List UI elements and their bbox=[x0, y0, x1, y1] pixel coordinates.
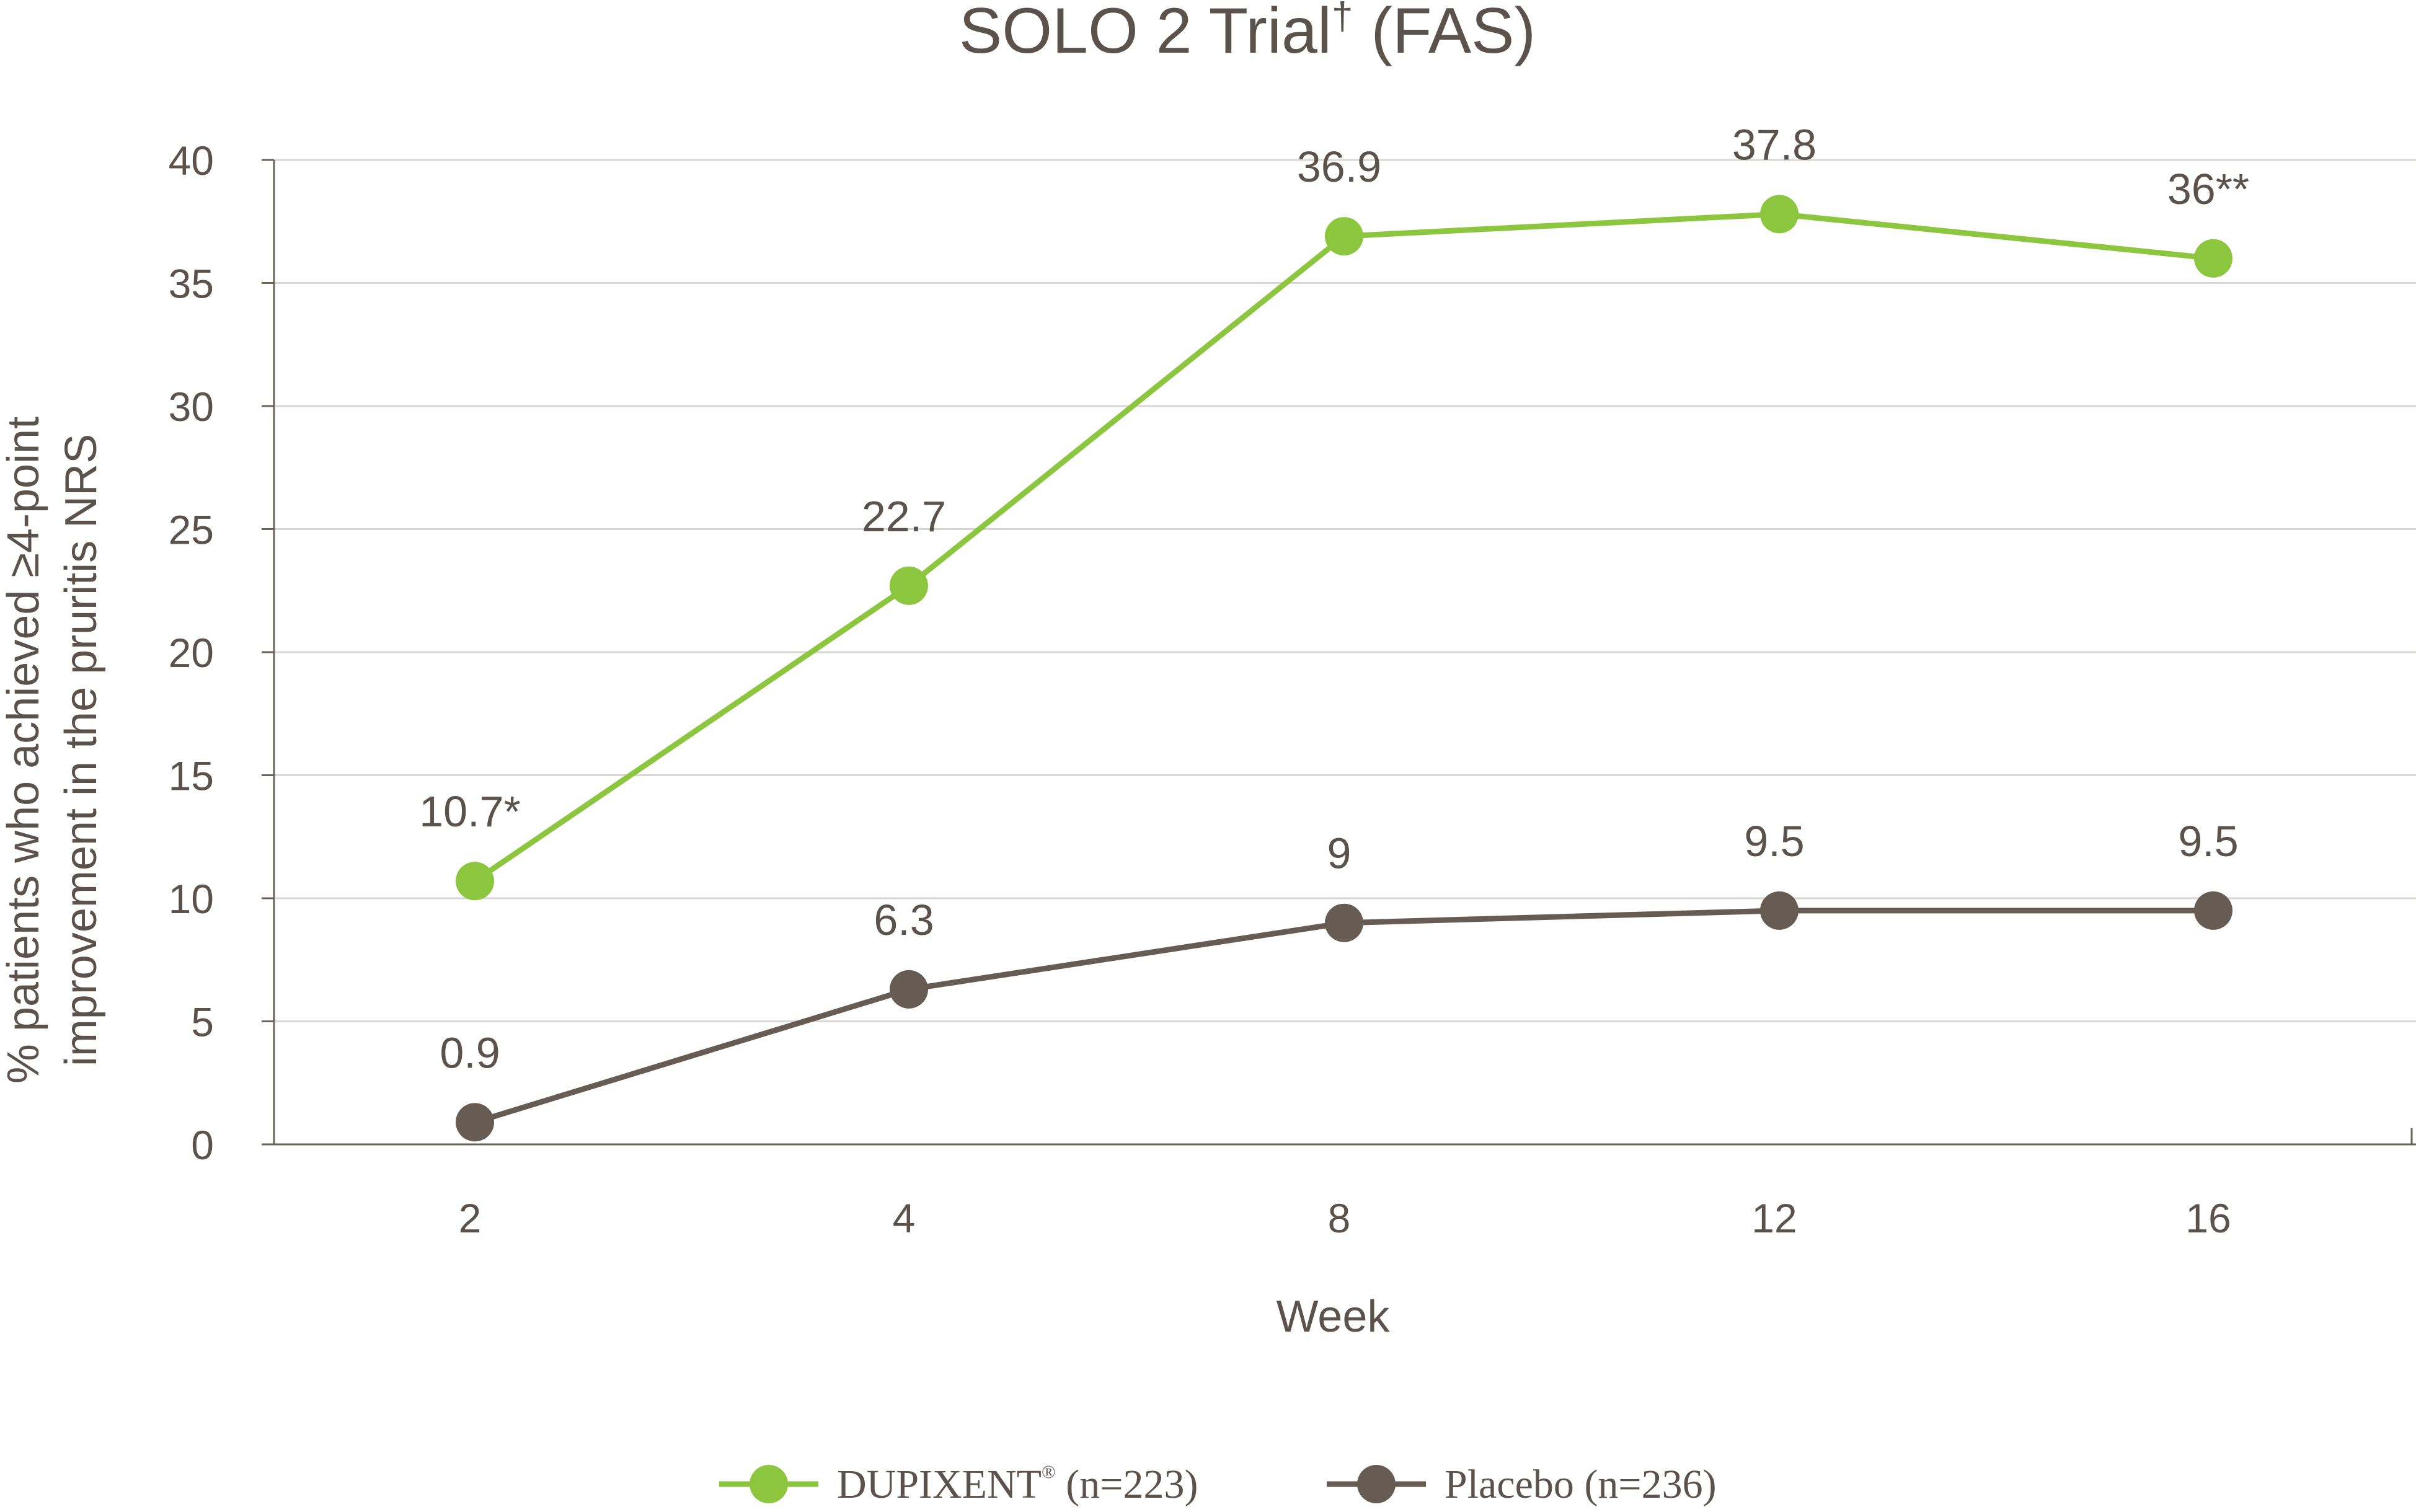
y-axis-title-line2: improvement in the pruritis NRS bbox=[56, 434, 106, 1066]
data-point-dupixent[interactable] bbox=[1760, 195, 1799, 234]
x-tick-label: 4 bbox=[893, 1195, 916, 1241]
series-line-placebo bbox=[474, 908, 2213, 1125]
data-point-placebo[interactable] bbox=[2194, 891, 2232, 930]
y-axis-title-line1: % patients who achieved ≥4-point bbox=[0, 417, 48, 1084]
legend-marker-placebo bbox=[1357, 1465, 1396, 1503]
y-axis-ticks: 0 5 10 15 20 25 30 35 40 bbox=[169, 138, 274, 1168]
y-tick-label: 30 bbox=[169, 384, 214, 430]
data-label-dupixent: 22.7 bbox=[862, 492, 946, 541]
y-tick-label: 20 bbox=[169, 630, 214, 676]
legend: DUPIXENT® (n=223) Placebo (n=236) bbox=[719, 1462, 1717, 1507]
chart-title-dagger: † bbox=[1332, 0, 1353, 38]
grid bbox=[274, 159, 2416, 1022]
series-line-dupixent bbox=[473, 211, 2214, 883]
data-point-dupixent[interactable] bbox=[2194, 239, 2232, 278]
legend-item-placebo[interactable]: Placebo (n=236) bbox=[1327, 1462, 1717, 1507]
data-label-placebo: 9.5 bbox=[1744, 817, 1804, 865]
data-point-dupixent[interactable] bbox=[456, 862, 494, 901]
y-tick-label: 25 bbox=[169, 507, 214, 553]
data-label-placebo: 9 bbox=[1327, 829, 1352, 878]
x-tick-label: 12 bbox=[1751, 1195, 1797, 1241]
legend-marker-dupixent bbox=[750, 1465, 788, 1503]
y-tick-label: 15 bbox=[169, 753, 214, 799]
data-label-dupixent: 37.8 bbox=[1732, 120, 1816, 169]
data-point-dupixent[interactable] bbox=[890, 566, 928, 605]
data-point-placebo[interactable] bbox=[890, 970, 928, 1009]
data-point-dupixent[interactable] bbox=[1325, 217, 1363, 256]
data-label-dupixent: 36.9 bbox=[1297, 143, 1381, 191]
data-point-placebo[interactable] bbox=[456, 1103, 494, 1142]
series bbox=[456, 195, 2232, 1142]
data-point-placebo[interactable] bbox=[1325, 903, 1363, 942]
data-label-placebo: 9.5 bbox=[2178, 817, 2238, 865]
legend-label-placebo: Placebo (n=236) bbox=[1445, 1462, 1717, 1507]
x-tick-label: 8 bbox=[1328, 1195, 1351, 1241]
data-label-dupixent: 36** bbox=[2167, 165, 2249, 213]
y-tick-label: 10 bbox=[169, 876, 214, 922]
data-label-placebo: 0.9 bbox=[440, 1028, 500, 1077]
data-label-placebo: 6.3 bbox=[874, 896, 934, 944]
legend-item-dupixent[interactable]: DUPIXENT® (n=223) bbox=[719, 1462, 1198, 1507]
x-axis-title: Week bbox=[1277, 1292, 1391, 1342]
y-tick-label: 0 bbox=[191, 1122, 214, 1168]
data-label-dupixent: 10.7* bbox=[419, 787, 520, 836]
x-axis-ticks: 2 4 8 12 16 bbox=[459, 1195, 2231, 1241]
chart-title: SOLO 2 Trial† (FAS) bbox=[959, 0, 1536, 67]
y-tick-label: 35 bbox=[169, 261, 214, 307]
x-tick-label: 2 bbox=[459, 1195, 482, 1241]
y-tick-label: 5 bbox=[191, 999, 214, 1045]
x-tick-label: 16 bbox=[2185, 1195, 2231, 1241]
legend-label-dupixent: DUPIXENT® (n=223) bbox=[837, 1462, 1198, 1507]
data-labels: 10.7* 22.7 36.9 37.8 36** 0.9 6.3 9 9.5 9.5 bbox=[419, 120, 2249, 1077]
data-point-placebo[interactable] bbox=[1760, 891, 1799, 930]
y-tick-label: 40 bbox=[169, 138, 214, 183]
